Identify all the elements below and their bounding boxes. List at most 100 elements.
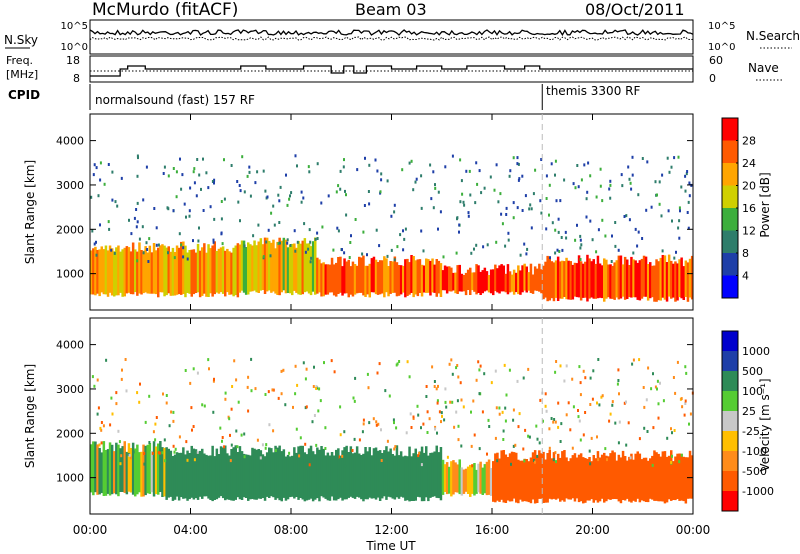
colorbar-swatch (722, 431, 738, 452)
data-cell (131, 442, 135, 495)
scatter-cell (111, 198, 114, 202)
scatter-cell (516, 379, 519, 383)
data-cell (251, 447, 254, 499)
scatter-cell (507, 231, 510, 235)
data-cell (521, 460, 524, 502)
data-cell (663, 451, 667, 504)
scatter-cell (220, 217, 223, 221)
scatter-cell (687, 200, 690, 204)
data-cell (632, 459, 635, 501)
scatter-cell (554, 420, 557, 424)
data-cell (282, 237, 286, 291)
scatter-cell (455, 366, 458, 370)
data-cell (640, 459, 644, 501)
data-cell (559, 457, 562, 502)
scatter-cell (526, 247, 529, 251)
scatter-cell (578, 365, 581, 369)
scatter-cell (286, 238, 289, 242)
scatter-cell (243, 455, 246, 459)
scatter-cell (93, 163, 96, 167)
scatter-cell (559, 440, 562, 443)
data-cell (684, 260, 688, 297)
scatter-cell (656, 193, 658, 197)
scatter-cell (259, 456, 262, 460)
data-cell (332, 264, 336, 296)
data-cell (477, 463, 480, 493)
data-cell (148, 245, 152, 294)
data-cell (416, 454, 420, 497)
data-cell (108, 442, 112, 496)
scatter-cell (230, 443, 233, 447)
scatter-cell (415, 177, 418, 181)
data-cell (504, 454, 508, 503)
scatter-cell (324, 426, 327, 430)
scatter-cell (656, 379, 659, 383)
data-cell (408, 446, 411, 502)
scatter-cell (311, 420, 314, 424)
scatter-cell (332, 248, 335, 252)
data-cell (255, 449, 258, 500)
data-cell (108, 245, 112, 293)
data-cell (529, 263, 533, 293)
scatter-cell (675, 250, 677, 254)
data-cell (596, 255, 600, 299)
data-cell (368, 447, 371, 498)
scatter-cell (192, 170, 195, 174)
scatter-cell (254, 387, 257, 391)
scatter-cell (302, 361, 305, 365)
data-cell (546, 453, 549, 503)
scatter-cell (115, 402, 118, 406)
scatter-cell (339, 187, 342, 191)
data-cell (161, 244, 164, 293)
data-cell (142, 250, 145, 294)
velocity-y-axis: 1000 2000 3000 4000 (56, 339, 693, 485)
scatter-cell (262, 169, 265, 173)
scatter-cell (517, 425, 520, 429)
power-data-layer (90, 154, 694, 302)
data-cell (439, 447, 443, 501)
scatter-cell (469, 193, 472, 197)
data-cell (387, 266, 390, 297)
scatter-cell (327, 194, 330, 198)
data-cell (600, 454, 604, 499)
scatter-cell (229, 459, 232, 463)
scatter-cell (221, 242, 224, 246)
scatter-cell (197, 239, 200, 243)
data-cell (288, 456, 292, 498)
scatter-cell (165, 401, 168, 405)
data-cell (360, 455, 363, 500)
data-cell (175, 452, 179, 497)
data-cell (335, 262, 338, 297)
scatter-cell (661, 173, 664, 177)
scatter-cell (482, 245, 485, 249)
scatter-cell (488, 425, 491, 428)
data-cell (257, 449, 260, 499)
data-cell (690, 455, 694, 499)
colorbar-tick-label: 100 (742, 385, 763, 398)
scatter-cell (230, 164, 233, 167)
scatter-cell (505, 213, 508, 216)
data-cell (646, 460, 650, 503)
data-cell (140, 250, 143, 295)
scatter-cell (203, 404, 206, 408)
data-cell (339, 256, 342, 293)
data-cell (328, 264, 332, 293)
data-cell (441, 459, 445, 495)
data-cell (117, 245, 120, 296)
data-cell (136, 444, 139, 495)
scatter-cell (372, 417, 375, 421)
data-cell (617, 255, 621, 300)
data-cell (299, 243, 302, 295)
scatter-cell (221, 436, 224, 439)
scatter-cell (565, 236, 568, 240)
scatter-cell (265, 240, 268, 244)
scatter-cell (478, 392, 481, 396)
data-cell (642, 255, 646, 297)
scatter-cell (617, 441, 620, 445)
scatter-cell (495, 406, 498, 410)
scatter-cell (97, 194, 100, 198)
data-cell (221, 447, 225, 499)
scatter-cell (396, 245, 399, 249)
scatter-cell (110, 396, 113, 400)
